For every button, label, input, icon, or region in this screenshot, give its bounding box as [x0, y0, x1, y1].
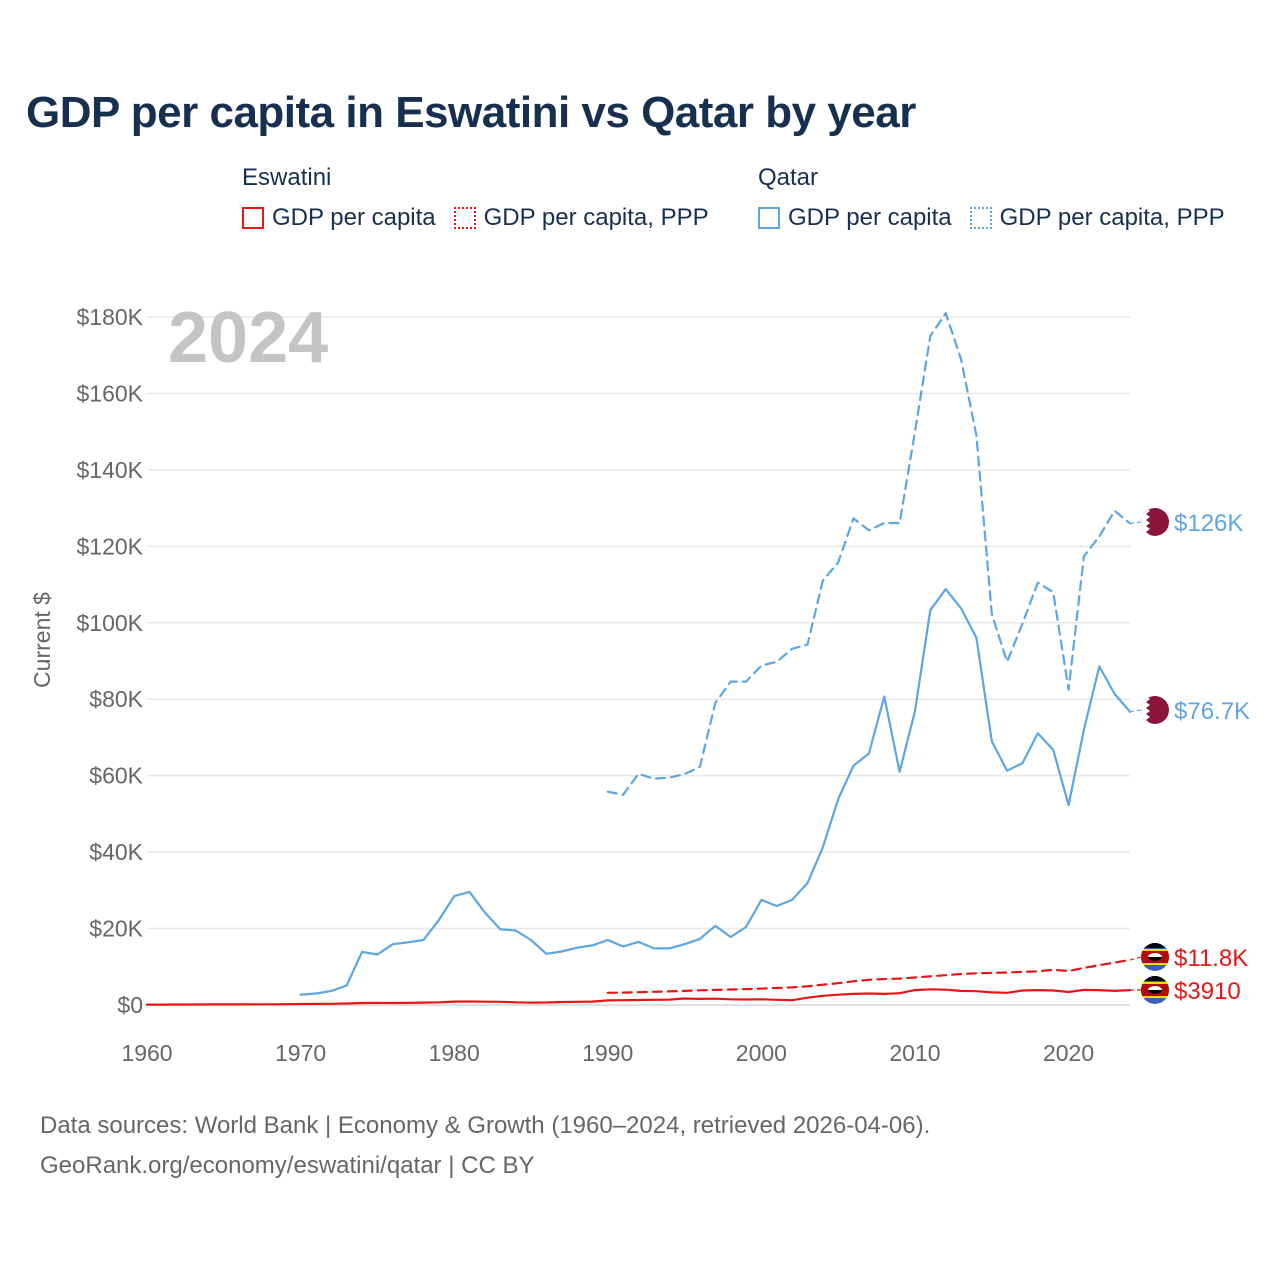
end-value-label: $11.8K — [1174, 945, 1248, 972]
series-line-0[interactable] — [145, 988, 1132, 1006]
series-line-2[interactable] — [299, 587, 1132, 996]
footer: Data sources: World Bank | Economy & Gro… — [40, 1106, 930, 1186]
x-tick-label: 1980 — [429, 1040, 480, 1066]
legend-swatch-solid — [242, 207, 264, 229]
y-tick-label: $180K — [76, 304, 143, 330]
y-axis: $0 $20K $40K $60K $80K $100K $120K $140K $160K $1… — [76, 304, 143, 1018]
footer-attribution: GeoRank.org/economy/eswatini/qatar | CC … — [40, 1152, 535, 1179]
legend-label: GDP per capita — [272, 204, 436, 231]
y-tick-label: $160K — [76, 380, 143, 406]
end-connector — [1129, 521, 1142, 524]
x-tick-label: 2020 — [1043, 1040, 1094, 1066]
x-axis: 1960 1970 1980 1990 2000 2010 2020 — [121, 1040, 1094, 1066]
year-watermark: 2024 — [168, 298, 328, 378]
end-value-label: $3910 — [1174, 978, 1241, 1005]
legend-group-title: Qatar — [758, 164, 819, 191]
legend-group-eswatini: Eswatini GDP per capita GDP per capita, … — [242, 164, 709, 232]
chart-title: GDP per capita in Eswatini vs Qatar by y… — [26, 88, 916, 137]
legend-group-title: Eswatini — [242, 164, 332, 191]
legend-label: GDP per capita, PPP — [999, 204, 1225, 231]
series-line-3[interactable] — [606, 312, 1132, 796]
y-tick-label: $60K — [89, 763, 143, 789]
y-tick-label: $0 — [117, 992, 143, 1018]
legend-item-eswatini-gdp-ppp[interactable]: GDP per capita, PPP — [453, 204, 709, 232]
qatar-flag-icon — [1141, 696, 1169, 724]
y-tick-label: $120K — [76, 533, 143, 559]
legend-swatch-dotted — [453, 207, 476, 229]
legend-swatch-dotted — [969, 207, 992, 229]
series-lines — [145, 312, 1132, 1006]
eswatini-flag-icon — [1141, 943, 1169, 971]
end-connector — [1129, 956, 1142, 961]
x-tick-label: 2010 — [889, 1040, 940, 1066]
grid — [147, 316, 1130, 1006]
eswatini-flag-icon — [1141, 976, 1169, 1004]
end-connector — [1129, 709, 1142, 713]
legend-item-eswatini-gdp[interactable]: GDP per capita — [242, 204, 436, 232]
y-tick-label: $40K — [89, 839, 143, 865]
end-labels: $3910 $11.8K $76.7K $126K — [1129, 510, 1250, 1005]
y-tick-label: $140K — [76, 457, 143, 483]
end-value-label: $126K — [1174, 510, 1243, 537]
legend-swatch-solid — [758, 207, 780, 229]
y-tick-label: $100K — [76, 610, 143, 636]
footer-sources: Data sources: World Bank | Economy & Gro… — [40, 1112, 931, 1139]
x-tick-label: 1960 — [121, 1040, 172, 1066]
legend-item-qatar-gdp[interactable]: GDP per capita — [758, 204, 952, 232]
legend-label: GDP per capita — [788, 204, 952, 231]
x-tick-label: 1970 — [275, 1040, 326, 1066]
legend-item-qatar-gdp-ppp[interactable]: GDP per capita, PPP — [969, 204, 1225, 232]
legend-label: GDP per capita, PPP — [483, 204, 709, 231]
legend-group-qatar: Qatar GDP per capita GDP per capita, PPP — [758, 164, 1225, 232]
x-tick-label: 1990 — [582, 1040, 633, 1066]
qatar-flag-icon — [1141, 508, 1169, 536]
x-tick-label: 2000 — [736, 1040, 787, 1066]
end-value-label: $76.7K — [1174, 698, 1250, 725]
series-line-1[interactable] — [606, 958, 1132, 994]
y-tick-label: $20K — [89, 916, 143, 942]
y-tick-label: $80K — [89, 686, 143, 712]
y-axis-title: Current $ — [29, 592, 55, 688]
